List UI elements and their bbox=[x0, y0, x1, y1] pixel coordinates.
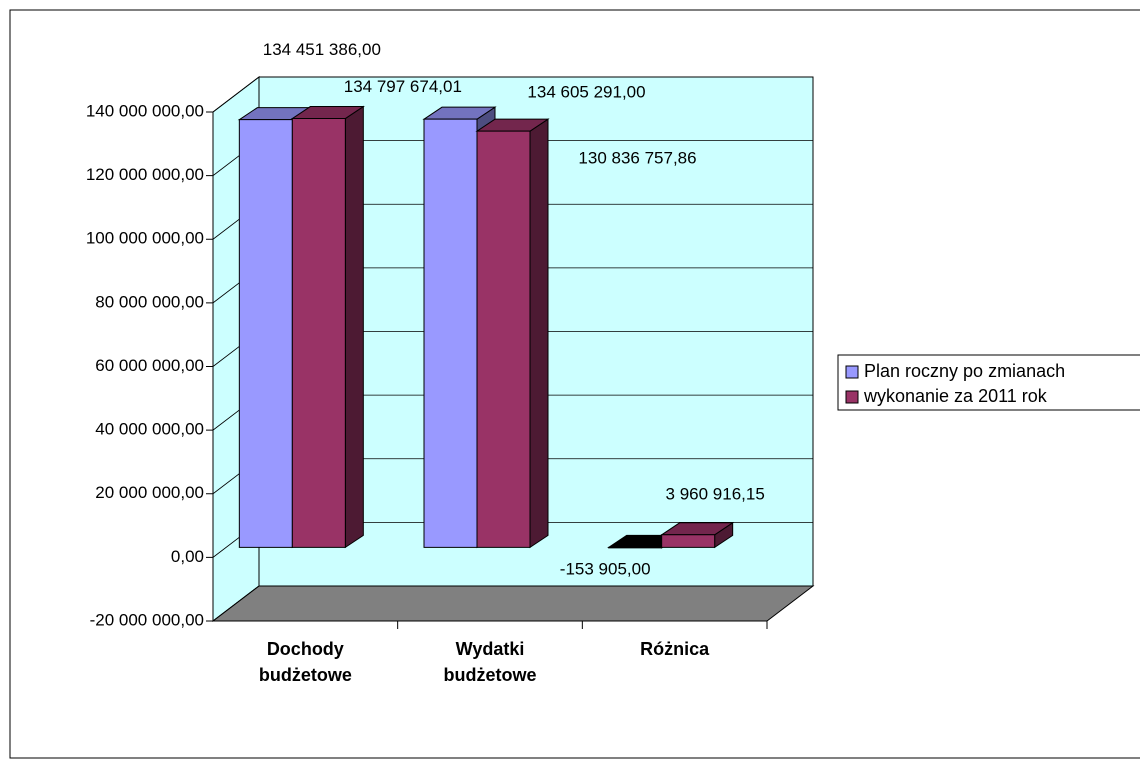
y-tick-label: 40 000 000,00 bbox=[95, 420, 204, 439]
x-tick-label: Dochody budżetowe bbox=[258, 639, 352, 685]
legend-label: Plan roczny po zmianach bbox=[864, 361, 1065, 381]
bar-front bbox=[238, 119, 293, 548]
bar-front bbox=[423, 118, 478, 548]
bar bbox=[475, 118, 550, 549]
data-label: 130 836 757,86 bbox=[578, 149, 696, 168]
legend-box bbox=[837, 354, 1140, 411]
y-tick-label: 120 000 000,00 bbox=[86, 165, 204, 184]
data-label: 134 605 291,00 bbox=[527, 83, 645, 102]
bar-front bbox=[291, 118, 346, 548]
data-label: 134 451 386,00 bbox=[263, 40, 381, 59]
legend-swatch bbox=[845, 390, 859, 404]
y-tick-label: 60 000 000,00 bbox=[95, 356, 204, 375]
y-tick-label: 0,00 bbox=[171, 547, 204, 566]
bar-front bbox=[661, 534, 716, 548]
data-label: 134 797 674,01 bbox=[344, 77, 462, 96]
data-label: 3 960 916,15 bbox=[666, 484, 765, 503]
legend-label: wykonanie za 2011 rok bbox=[863, 386, 1048, 406]
grid-line bbox=[212, 585, 813, 622]
bar-front bbox=[476, 130, 531, 548]
legend-swatch bbox=[845, 365, 859, 379]
y-tick-label: 20 000 000,00 bbox=[95, 483, 204, 502]
bar bbox=[660, 521, 735, 549]
floor bbox=[211, 585, 815, 622]
y-tick-label: 140 000 000,00 bbox=[86, 101, 204, 120]
y-tick-label: 100 000 000,00 bbox=[86, 229, 204, 248]
bar-side bbox=[529, 118, 549, 549]
grid-line bbox=[212, 76, 813, 113]
bar-side bbox=[344, 105, 364, 549]
x-tick-label: Różnica bbox=[640, 639, 710, 659]
y-tick-label: -20 000 000,00 bbox=[90, 610, 204, 629]
x-tick-label: Wydatki budżetowe bbox=[443, 639, 537, 685]
data-label: -153 905,00 bbox=[560, 559, 651, 578]
bar bbox=[290, 105, 365, 549]
y-tick-label: 80 000 000,00 bbox=[95, 292, 204, 311]
